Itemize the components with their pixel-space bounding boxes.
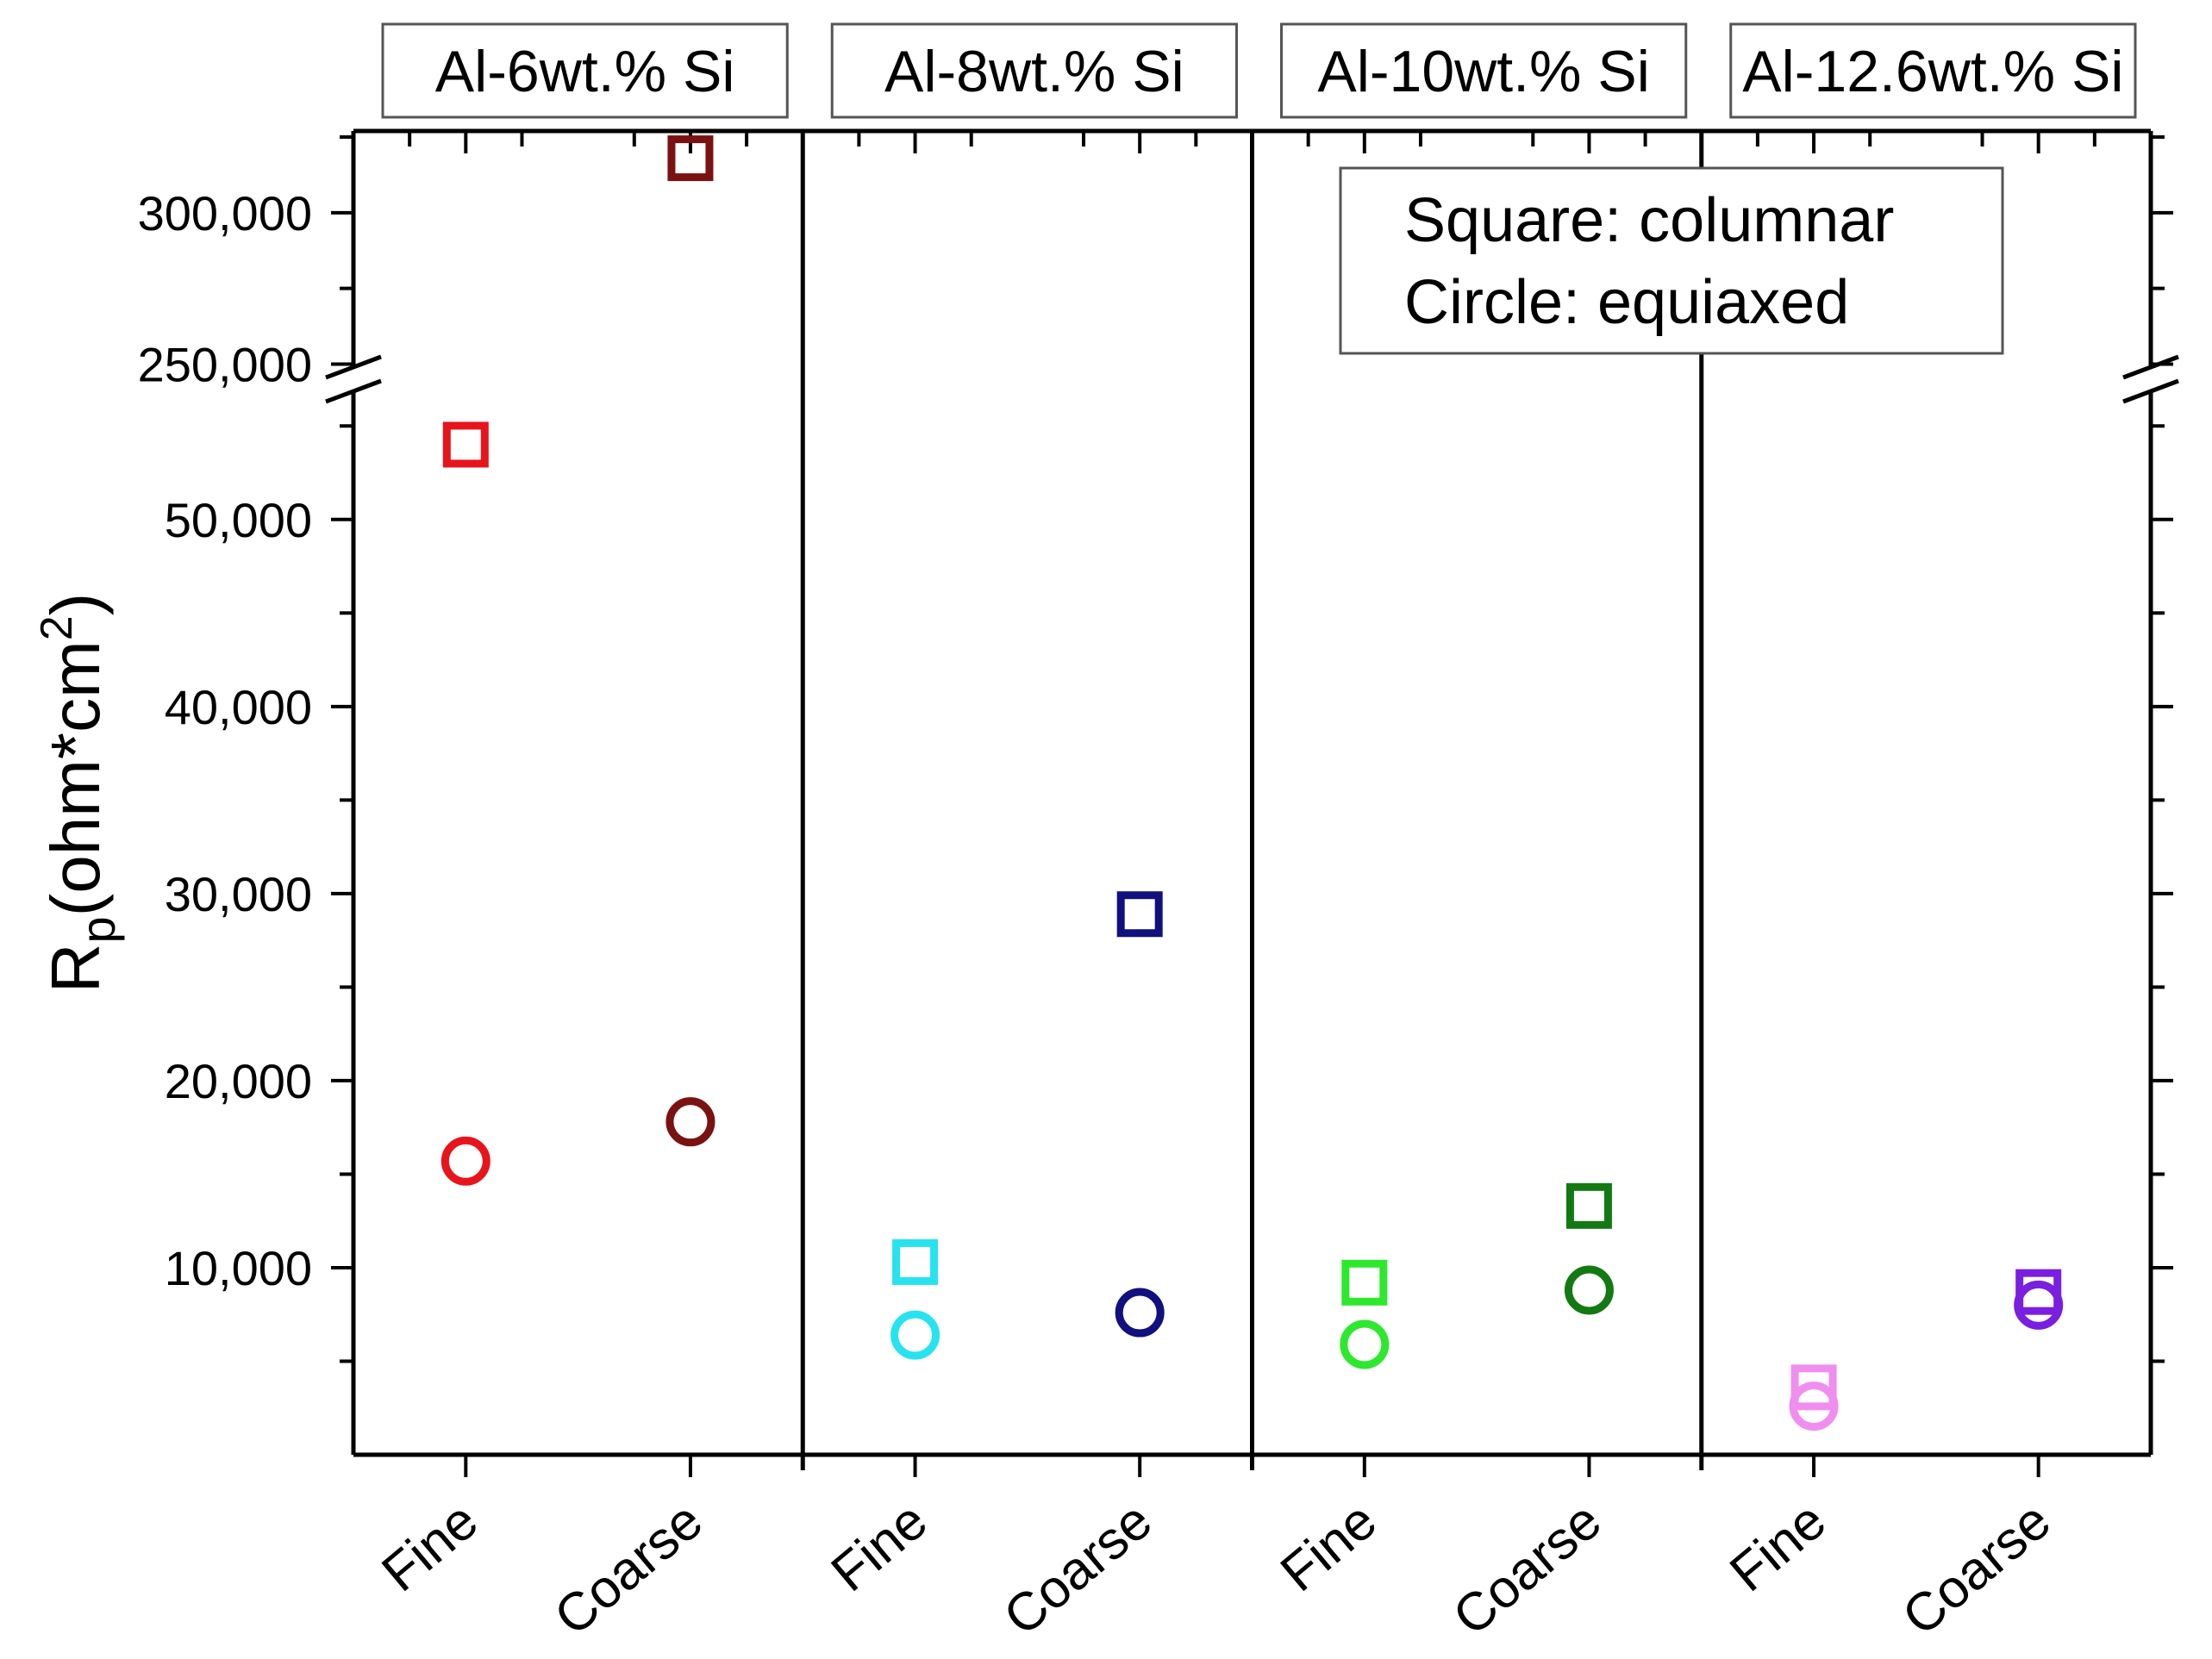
legend-entry: Square: columnar	[1404, 186, 1894, 255]
y-axis-title-main: R	[37, 943, 114, 993]
x-category-label: Fine	[1719, 1491, 1837, 1603]
marker-circle-equiaxed	[2014, 1280, 2064, 1330]
marker-square-columnar	[667, 135, 714, 182]
marker-circle-equiaxed	[665, 1097, 715, 1147]
x-category-label: Coarse	[543, 1491, 713, 1647]
y-tick-label: 50,000	[165, 493, 312, 547]
y-axis-label: Rp(ohm*cm2)	[32, 593, 125, 994]
data-markers	[441, 135, 2064, 1431]
marker-square-columnar	[1116, 891, 1163, 938]
y-axis-title: Rp(ohm*cm2)	[32, 593, 125, 994]
marker-square-columnar	[892, 1238, 939, 1285]
x-category-label: Fine	[821, 1491, 939, 1603]
legend-box	[1339, 166, 2004, 355]
y-axis-title-subscript: p	[71, 916, 125, 943]
marker-circle-equiaxed	[441, 1136, 491, 1186]
y-axis-title-unit: (ohm*cm	[37, 640, 114, 916]
x-category-label: Fine	[1270, 1491, 1388, 1603]
marker-square-columnar	[442, 421, 489, 468]
plot-frame	[325, 128, 2179, 1470]
panel-title-box	[1280, 22, 1688, 119]
axis-break-mark-right-1	[2122, 354, 2179, 380]
marker-square-columnar	[1790, 1364, 1837, 1411]
legend-entry: Circle: equiaxed	[1404, 268, 1849, 337]
panel-title: Al-10wt.% Si	[1317, 39, 1649, 104]
x-category-label: Coarse	[993, 1491, 1163, 1647]
y-tick-label: 10,000	[165, 1241, 312, 1295]
panel-title-box	[1729, 22, 2137, 119]
marker-square-columnar	[1565, 1182, 1612, 1229]
panel-title-box	[830, 22, 1238, 119]
y-axis-title-unit-close: )	[37, 593, 114, 616]
marker-circle-equiaxed	[1564, 1265, 1614, 1315]
panel-title: Al-12.6wt.% Si	[1742, 39, 2123, 104]
marker-circle-equiaxed	[1340, 1319, 1390, 1369]
y-tick-label: 30,000	[165, 867, 312, 921]
marker-circle-equiaxed	[1789, 1381, 1839, 1431]
x-category-label: Coarse	[1891, 1491, 2061, 1647]
y-axis: 10,000 20,000 30,000 40,000 50,000 250,000 300…	[138, 135, 2173, 1363]
panel-title-box	[381, 22, 789, 119]
marker-circle-equiaxed	[1115, 1288, 1165, 1338]
axis-break-mark-left-1	[325, 354, 382, 380]
y-tick-label: 300,000	[138, 186, 312, 240]
y-tick-label: 20,000	[165, 1054, 312, 1108]
axis-break-mark-left-2	[325, 378, 382, 404]
legend: Square: columnar Circle: equiaxed	[1339, 166, 2004, 355]
x-category-label: Fine	[372, 1491, 490, 1603]
axis-break-mark-right-2	[2122, 378, 2179, 404]
y-axis-title-superscript: 2	[32, 615, 82, 640]
y-tick-label: 40,000	[165, 680, 312, 734]
panel-title: Al-8wt.% Si	[884, 39, 1184, 104]
marker-circle-equiaxed	[890, 1310, 940, 1360]
x-category-label: Coarse	[1442, 1491, 1612, 1647]
marker-square-columnar	[1341, 1259, 1388, 1306]
y-tick-label: 250,000	[138, 337, 312, 391]
panel-title: Al-6wt.% Si	[435, 39, 735, 104]
